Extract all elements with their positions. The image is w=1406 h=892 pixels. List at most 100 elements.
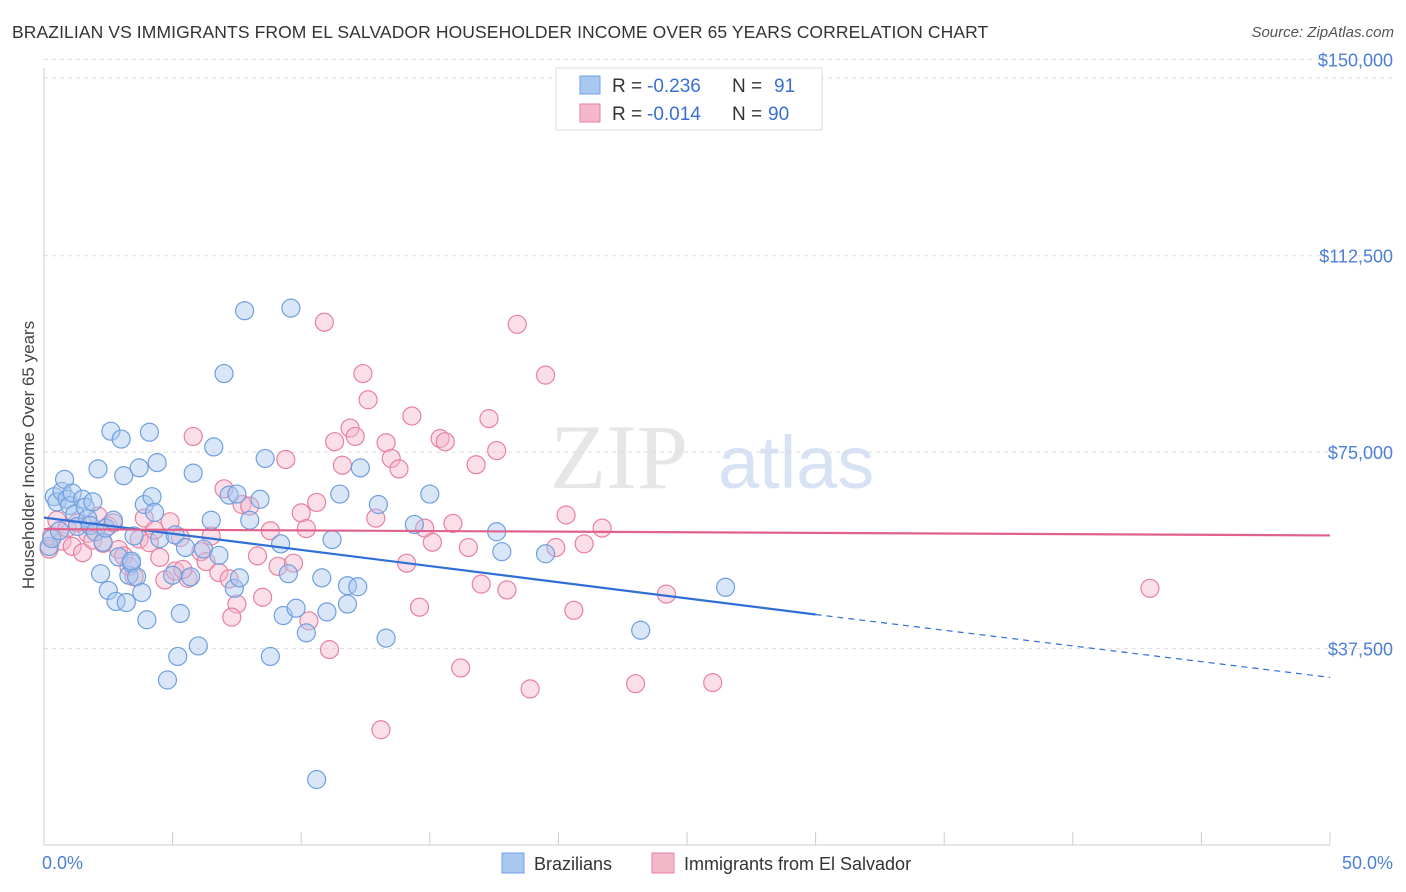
brazilians-point	[116, 592, 136, 613]
immigrants-from-el-salvador-point	[556, 505, 576, 525]
chart-title: BRAZILIAN VS IMMIGRANTS FROM EL SALVADOR…	[12, 22, 989, 42]
grid	[44, 58, 1395, 650]
brazilians-point	[85, 522, 106, 542]
brazilians-point	[170, 603, 190, 624]
brazilians-point	[235, 301, 255, 321]
immigrants-from-el-salvador-point	[283, 553, 304, 573]
brazilians-point	[209, 545, 229, 565]
immigrants-from-el-salvador-point	[209, 563, 229, 583]
brazilians-point	[376, 628, 396, 648]
brazilians-point	[114, 466, 134, 486]
immigrants-from-el-salvador-point	[389, 459, 409, 479]
immigrants-from-el-salvador-point	[1140, 578, 1160, 598]
y-tick-label-0: $37,500	[1328, 640, 1393, 660]
brazilians-point	[96, 518, 116, 538]
brazilians-point	[337, 594, 358, 614]
brazilians-point	[286, 598, 306, 618]
legend-n-label-pink: N =	[732, 104, 762, 125]
brazilians-point	[224, 578, 244, 598]
immigrants-from-el-salvador-point	[430, 428, 450, 449]
brazilians-point	[83, 492, 103, 512]
source-label: Source: ZipAtlas.com	[1251, 24, 1394, 41]
bottom-legend-label-el-salvador: Immigrants from El Salvador	[684, 854, 911, 874]
brazilians-point	[124, 526, 144, 546]
immigrants-from-el-salvador-point	[222, 607, 242, 627]
brazilians-point	[157, 670, 178, 690]
legend-swatch-blue	[579, 75, 601, 95]
brazilians-point	[201, 510, 221, 530]
immigrants-from-el-salvador-point	[345, 426, 365, 447]
trend-line-brazilians	[43, 516, 816, 616]
immigrants-from-el-salvador-point	[173, 559, 193, 580]
immigrants-from-el-salvador-point	[170, 527, 190, 548]
brazilians-point	[260, 646, 280, 667]
y-tick-labels: $37,500 $75,000 $112,500 $150,000	[1318, 50, 1393, 659]
brazilians-point	[240, 510, 260, 530]
legend-swatch-pink	[579, 103, 601, 123]
immigrants-from-el-salvador-point	[314, 312, 334, 332]
brazilians-point	[420, 484, 440, 504]
brazilians-point	[322, 530, 342, 550]
immigrants-from-el-salvador-point	[183, 426, 203, 447]
immigrants-from-el-salvador-point	[422, 532, 442, 552]
y-tick-label-1: $75,000	[1328, 443, 1393, 463]
brazilians-point	[163, 565, 183, 585]
immigrants-from-el-salvador-point	[535, 365, 556, 385]
immigrants-from-el-salvador-point	[268, 556, 288, 576]
immigrants-from-el-salvador-point	[564, 600, 584, 620]
brazilians-point	[144, 502, 165, 522]
immigrants-from-el-salvador-point	[72, 543, 93, 563]
brazilians-point	[715, 577, 736, 597]
bottom-legend-label-brazilians: Brazilians	[534, 854, 612, 874]
correlation-legend: R = -0.236 N = 91 R = -0.014 N = 90	[555, 67, 823, 131]
brazilians-point	[188, 636, 208, 656]
trend-line-brazilians-extension	[815, 613, 1331, 678]
legend-r-value-pink: -0.014	[647, 104, 701, 125]
brazilians-point	[214, 363, 234, 384]
immigrants-from-el-salvador-point	[574, 534, 594, 554]
brazilians-point	[227, 484, 247, 504]
immigrants-from-el-salvador-point	[520, 679, 540, 699]
brazilians-point	[39, 536, 59, 557]
watermark-zip: ZIP	[550, 406, 688, 508]
brazilians-point	[168, 646, 188, 667]
brazilians-point	[175, 537, 196, 558]
brazilians-point	[106, 591, 126, 612]
immigrants-from-el-salvador-point	[219, 569, 239, 589]
brazilians-point	[129, 458, 149, 478]
immigrants-from-el-salvador-point	[435, 432, 455, 452]
immigrants-from-el-salvador-point	[507, 314, 527, 334]
brazilians-point	[368, 494, 388, 515]
immigrants-from-el-salvador-point	[546, 537, 566, 558]
immigrants-from-el-salvador-point	[358, 390, 378, 410]
brazilians-point	[101, 421, 121, 441]
immigrants-from-el-salvador-point	[402, 406, 422, 426]
legend-n-value-blue: 91	[774, 76, 795, 97]
brazilians-point	[181, 567, 201, 587]
x-ticks	[43, 832, 1331, 845]
brazilians-point	[139, 422, 160, 442]
brazilians-point	[119, 565, 139, 585]
immigrants-from-el-salvador-point	[296, 519, 316, 539]
legend-n-label-blue: N =	[732, 76, 762, 97]
legend-r-label-pink: R =	[612, 104, 642, 125]
immigrants-from-el-salvador-point	[108, 539, 129, 560]
immigrants-from-el-salvador-point	[307, 492, 327, 513]
immigrants-from-el-salvador-point	[458, 537, 478, 558]
brazilians-point	[278, 564, 298, 584]
immigrants-from-el-salvador-point	[381, 448, 401, 469]
y-tick-label-3: $150,000	[1318, 50, 1393, 70]
immigrants-from-el-salvador-point	[253, 587, 273, 607]
immigrants-from-el-salvador-point	[479, 409, 499, 429]
brazilians-point	[90, 564, 111, 584]
brazilians-point	[183, 463, 203, 483]
immigrants-from-el-salvador-point	[332, 455, 352, 475]
y-tick-label-2: $112,500	[1319, 247, 1393, 267]
brazilians-point	[631, 620, 651, 640]
brazilians-point	[132, 582, 152, 603]
brazilians-point	[147, 453, 167, 473]
brazilians-point	[330, 484, 350, 504]
immigrants-from-el-salvador-point	[409, 597, 430, 617]
immigrants-from-el-salvador-point	[703, 673, 723, 693]
